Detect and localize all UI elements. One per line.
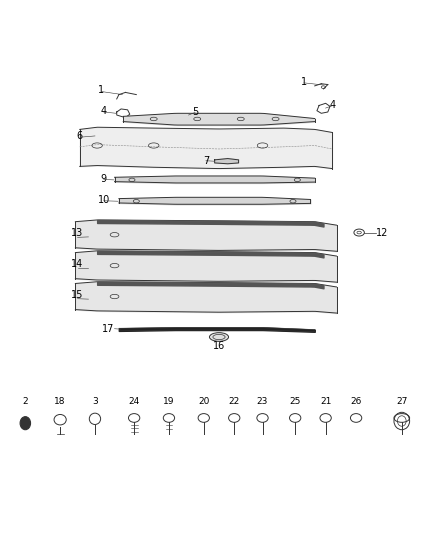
Text: 15: 15 <box>71 290 84 300</box>
Text: 1: 1 <box>99 85 105 95</box>
Text: 1: 1 <box>301 77 307 86</box>
Ellipse shape <box>209 333 229 341</box>
Text: 21: 21 <box>320 397 331 406</box>
Text: 20: 20 <box>198 397 209 406</box>
Text: 14: 14 <box>71 260 84 269</box>
Text: 2: 2 <box>22 397 28 406</box>
Text: 12: 12 <box>376 228 389 238</box>
Ellipse shape <box>20 417 31 430</box>
Text: 6: 6 <box>77 131 83 141</box>
Text: 5: 5 <box>192 107 198 117</box>
Text: 10: 10 <box>98 196 110 205</box>
Text: 7: 7 <box>203 156 209 166</box>
Text: 24: 24 <box>128 397 140 406</box>
Text: 4: 4 <box>330 100 336 110</box>
Text: 13: 13 <box>71 229 84 238</box>
Text: 25: 25 <box>290 397 301 406</box>
Text: 9: 9 <box>101 174 107 184</box>
Text: 4: 4 <box>101 106 107 116</box>
Text: 23: 23 <box>257 397 268 406</box>
Text: 27: 27 <box>396 397 407 406</box>
Polygon shape <box>215 158 239 164</box>
Text: 19: 19 <box>163 397 175 406</box>
Text: 17: 17 <box>102 324 114 334</box>
Text: 16: 16 <box>213 341 225 351</box>
Text: 18: 18 <box>54 397 66 406</box>
Text: 3: 3 <box>92 397 98 406</box>
Text: 26: 26 <box>350 397 362 406</box>
Text: 22: 22 <box>229 397 240 406</box>
